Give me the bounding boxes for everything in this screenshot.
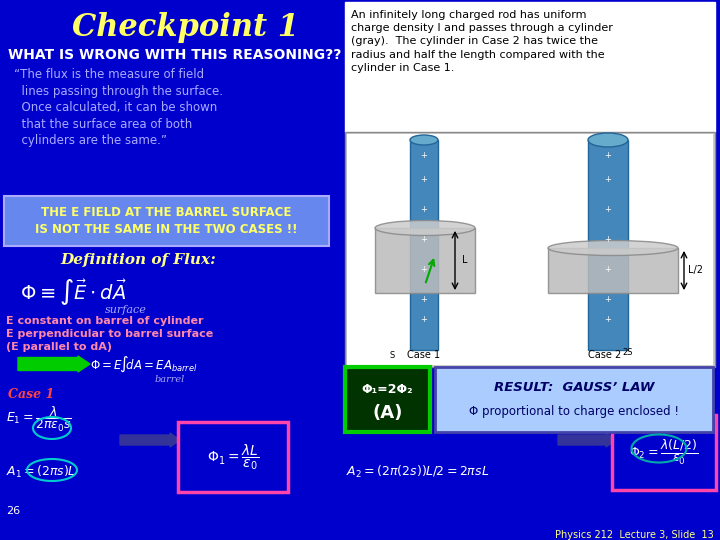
Text: $\Phi \equiv \int \vec{E} \cdot d\vec{A}$: $\Phi \equiv \int \vec{E} \cdot d\vec{A}… — [20, 278, 127, 308]
Text: +: + — [420, 266, 428, 274]
Bar — [588, 140, 628, 350]
Text: +: + — [605, 235, 611, 245]
Text: Φ proportional to charge enclosed !: Φ proportional to charge enclosed ! — [469, 404, 679, 418]
Ellipse shape — [410, 135, 438, 145]
Text: +: + — [605, 315, 611, 325]
Text: +: + — [420, 315, 428, 325]
Text: barrel: barrel — [155, 375, 185, 384]
Text: +: + — [605, 266, 611, 274]
Text: THE E FIELD AT THE BARREL SURFACE
IS NOT THE SAME IN THE TWO CASES !!: THE E FIELD AT THE BARREL SURFACE IS NOT… — [35, 206, 298, 236]
Text: (A): (A) — [372, 403, 402, 422]
Bar — [347, 134, 713, 365]
Text: An infinitely long charged rod has uniform
charge density l and passes through a: An infinitely long charged rod has unifo… — [351, 10, 613, 73]
Text: +: + — [605, 206, 611, 214]
Text: $\Phi_1 = \dfrac{\lambda L}{\varepsilon_0}$: $\Phi_1 = \dfrac{\lambda L}{\varepsilon_… — [207, 442, 259, 472]
Bar — [345, 132, 715, 367]
Bar — [375, 228, 475, 293]
Text: Definition of Flux:: Definition of Flux: — [60, 253, 216, 267]
Bar — [548, 248, 678, 293]
Text: $A_1 = (2\pi s)L$: $A_1 = (2\pi s)L$ — [6, 464, 76, 480]
FancyArrow shape — [18, 356, 90, 372]
Text: 26: 26 — [6, 506, 20, 516]
Text: Case 1: Case 1 — [8, 388, 54, 401]
Text: 2S: 2S — [623, 348, 634, 357]
Bar — [435, 367, 713, 432]
Text: WHAT IS WRONG WITH THIS REASONING??: WHAT IS WRONG WITH THIS REASONING?? — [8, 48, 341, 62]
Ellipse shape — [375, 220, 475, 235]
Text: +: + — [420, 176, 428, 185]
Text: Φ₁=2Φ₂: Φ₁=2Φ₂ — [361, 383, 413, 396]
Bar — [410, 140, 438, 350]
Text: +: + — [420, 151, 428, 159]
Text: +: + — [420, 206, 428, 214]
Text: surface: surface — [105, 305, 147, 315]
Bar — [345, 2, 715, 132]
FancyArrow shape — [120, 433, 180, 447]
Bar — [345, 367, 430, 432]
Text: $\Phi = E\!\int\!dA = EA_{barrel}$: $\Phi = E\!\int\!dA = EA_{barrel}$ — [90, 355, 198, 374]
Ellipse shape — [588, 133, 628, 147]
Text: +: + — [605, 151, 611, 159]
Text: S: S — [390, 350, 395, 360]
Text: L/2: L/2 — [688, 265, 703, 275]
Text: +: + — [605, 295, 611, 305]
Text: E constant on barrel of cylinder
E perpendicular to barrel surface
(E parallel t: E constant on barrel of cylinder E perpe… — [6, 316, 213, 353]
FancyArrow shape — [558, 433, 616, 447]
Text: Case 2: Case 2 — [588, 350, 621, 360]
Text: +: + — [420, 295, 428, 305]
Text: $\Phi_2 = \dfrac{\lambda(L/2)}{\varepsilon_0}$: $\Phi_2 = \dfrac{\lambda(L/2)}{\varepsil… — [629, 438, 698, 467]
Text: Checkpoint 1: Checkpoint 1 — [71, 12, 299, 43]
Text: $E_2 = \dfrac{\lambda}{2\pi\varepsilon_0(2s)}$: $E_2 = \dfrac{\lambda}{2\pi\varepsilon_0… — [346, 405, 430, 435]
Bar — [612, 415, 716, 490]
Ellipse shape — [548, 240, 678, 255]
Bar — [4, 196, 329, 246]
Text: RESULT:  GAUSS’ LAW: RESULT: GAUSS’ LAW — [494, 381, 654, 394]
Text: +: + — [605, 176, 611, 185]
Text: Case 1: Case 1 — [408, 350, 441, 360]
Text: Physics 212  Lecture 3, Slide  13: Physics 212 Lecture 3, Slide 13 — [555, 530, 714, 540]
Bar — [178, 422, 288, 492]
Text: Case 2: Case 2 — [348, 388, 395, 401]
Text: +: + — [420, 235, 428, 245]
Text: $A_2 = (2\pi(2s))L/2 = 2\pi sL$: $A_2 = (2\pi(2s))L/2 = 2\pi sL$ — [346, 464, 490, 480]
Text: “The flux is the measure of field
  lines passing through the surface.
  Once ca: “The flux is the measure of field lines … — [14, 68, 223, 147]
Text: L: L — [462, 255, 467, 265]
Text: $E_1 = \dfrac{\lambda}{2\pi\varepsilon_0 s}$: $E_1 = \dfrac{\lambda}{2\pi\varepsilon_0… — [6, 405, 72, 434]
